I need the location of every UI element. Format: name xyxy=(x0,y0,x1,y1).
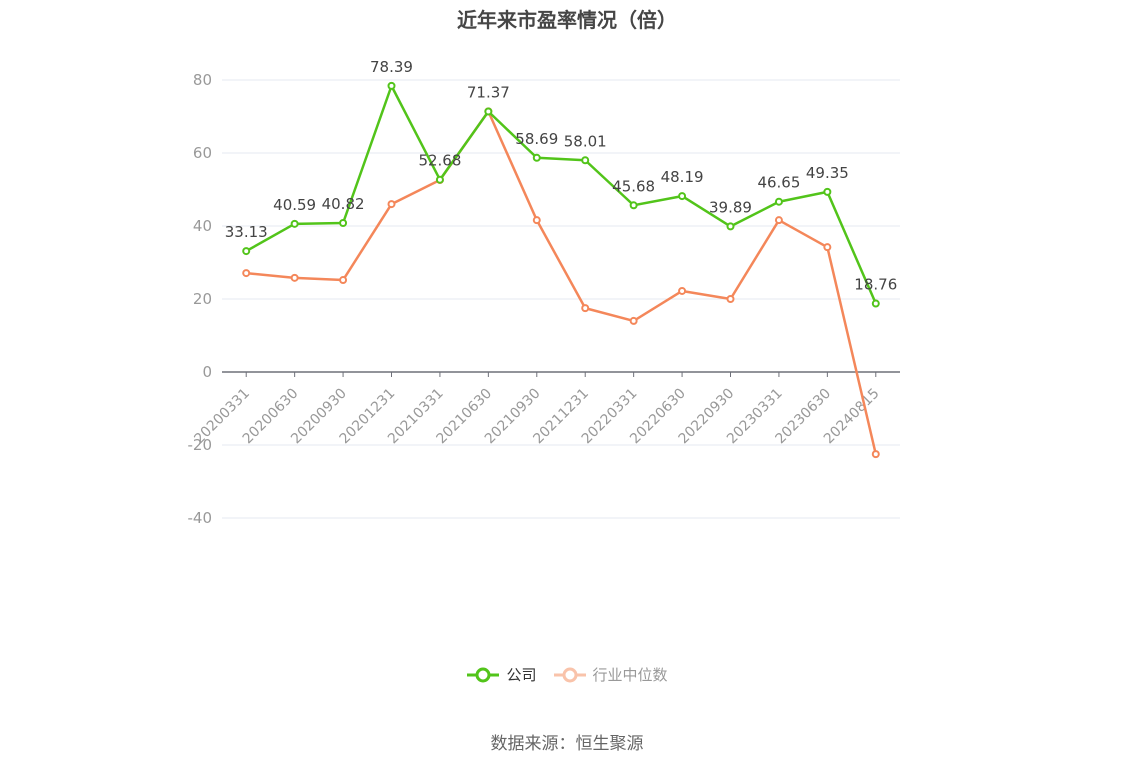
data-point xyxy=(871,299,880,308)
data-point xyxy=(387,200,396,209)
data-point xyxy=(774,197,783,206)
data-label: 18.76 xyxy=(854,276,897,294)
data-point xyxy=(387,81,396,90)
data-label: 40.82 xyxy=(322,195,365,213)
legend-company-marker-icon xyxy=(467,667,500,682)
data-point xyxy=(726,295,735,303)
data-label: 52.68 xyxy=(418,152,461,170)
data-point xyxy=(871,450,880,459)
data-point xyxy=(581,156,590,165)
data-point xyxy=(339,276,348,285)
y-tick-label: 80 xyxy=(193,71,212,89)
data-point xyxy=(581,304,590,313)
y-tick-label: 20 xyxy=(193,290,212,308)
data-point xyxy=(629,316,638,325)
y-tick-label: 40 xyxy=(193,217,212,235)
data-point xyxy=(242,247,251,256)
data-point xyxy=(484,107,493,116)
data-point xyxy=(726,222,735,231)
data-label: 49.35 xyxy=(806,164,849,182)
series-line xyxy=(246,110,878,455)
data-point xyxy=(339,219,348,228)
legend-item-industry-median[interactable]: 行业中位数 xyxy=(553,664,668,685)
data-point xyxy=(532,153,541,162)
data-point xyxy=(678,286,687,295)
data-label: 48.19 xyxy=(661,168,704,186)
y-tick-label: -40 xyxy=(188,509,213,527)
legend-company-label: 公司 xyxy=(506,666,537,684)
data-point xyxy=(678,192,687,201)
data-label: 33.13 xyxy=(225,223,268,241)
data-label: 78.39 xyxy=(370,58,413,76)
line-chart: -40-200204060802020033120200630202009302… xyxy=(188,58,900,527)
data-point xyxy=(242,269,251,278)
y-tick-label: -20 xyxy=(188,436,213,454)
y-tick-label: 0 xyxy=(202,363,212,381)
data-point xyxy=(290,219,299,228)
data-point xyxy=(290,273,299,282)
legend-item-company[interactable]: 公司 xyxy=(466,664,537,685)
data-point xyxy=(629,201,638,210)
legend-industry-marker-icon xyxy=(553,667,586,682)
data-label: 58.69 xyxy=(515,130,558,148)
chart-title: 近年来市盈率情况（倍） xyxy=(457,8,677,32)
y-tick-label: 60 xyxy=(193,144,212,162)
data-point xyxy=(532,216,541,225)
data-label: 45.68 xyxy=(612,177,655,195)
legend-industry-label: 行业中位数 xyxy=(592,666,668,684)
data-label: 40.59 xyxy=(273,196,316,214)
data-label: 46.65 xyxy=(757,174,800,192)
data-label: 39.89 xyxy=(709,198,752,216)
data-point xyxy=(435,175,444,184)
data-label: 71.37 xyxy=(467,83,510,101)
data-label: 58.01 xyxy=(564,132,607,150)
series-line xyxy=(245,84,877,305)
data-source: 数据来源：恒生聚源 xyxy=(490,734,644,754)
data-point xyxy=(823,187,832,196)
legend: 公司 行业中位数 xyxy=(0,664,1134,685)
data-point xyxy=(774,216,783,225)
data-point xyxy=(823,243,832,252)
